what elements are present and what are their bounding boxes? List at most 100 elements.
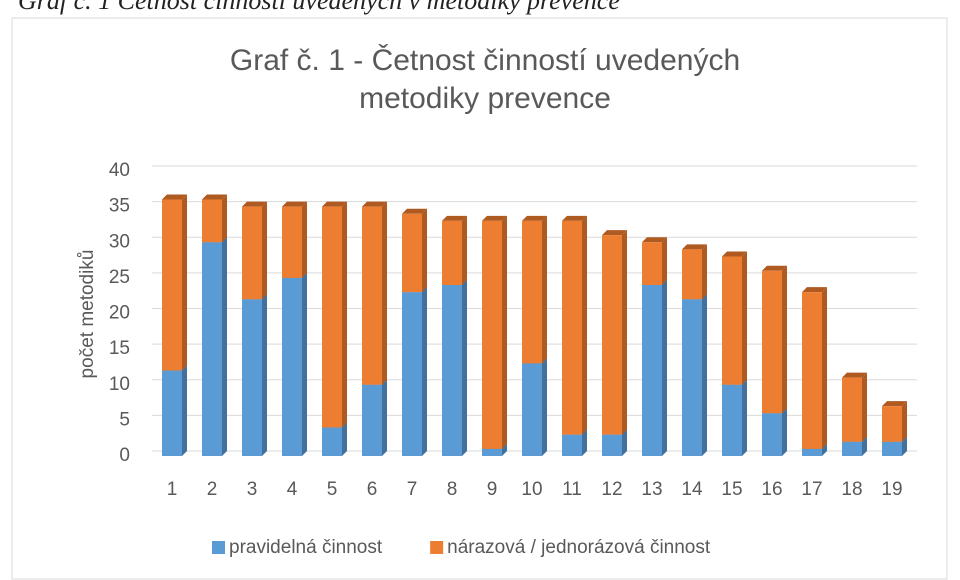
bar — [442, 220, 462, 285]
legend-label: pravidelná činnost — [229, 537, 383, 558]
x-tick-label: 9 — [487, 479, 498, 500]
bar-side — [222, 194, 227, 243]
x-tick-label: 5 — [327, 479, 338, 500]
bar-side — [542, 215, 547, 364]
bar — [362, 384, 382, 456]
y-tick-label: 15 — [109, 338, 130, 359]
bar-top — [602, 230, 627, 236]
x-tick-label: 15 — [721, 479, 742, 500]
bar — [802, 448, 822, 456]
bar-side — [902, 401, 907, 442]
bar-top — [762, 265, 787, 271]
legend-swatch — [212, 541, 225, 554]
bar-top — [482, 215, 507, 221]
x-tick-label: 1 — [167, 479, 178, 500]
y-tick-label: 5 — [119, 409, 130, 430]
bar — [282, 277, 302, 456]
bar — [402, 213, 422, 293]
x-tick-label: 6 — [367, 479, 378, 500]
legend-swatch — [430, 541, 444, 554]
bar — [682, 299, 702, 456]
bar-top — [562, 215, 587, 221]
bar — [562, 220, 582, 435]
bar-side — [622, 230, 627, 435]
bar-top — [842, 372, 867, 378]
bar-side — [262, 294, 267, 456]
bar — [322, 206, 342, 428]
bar — [762, 270, 782, 414]
bar-top — [722, 251, 747, 257]
bar-side — [382, 201, 387, 385]
bar-top — [242, 201, 267, 207]
x-tick-label: 18 — [841, 479, 862, 500]
x-tick-label: 17 — [801, 479, 822, 500]
y-tick-label: 35 — [109, 196, 130, 217]
x-tick-label: 12 — [601, 479, 622, 500]
bar-side — [742, 379, 747, 456]
bar-side — [342, 422, 347, 456]
bar-side — [302, 201, 307, 278]
bar — [842, 377, 862, 442]
bar-side — [502, 443, 507, 456]
x-tick-label: 7 — [407, 479, 418, 500]
bar-side — [422, 287, 427, 456]
bar — [162, 370, 182, 456]
bar-top — [802, 287, 827, 293]
y-tick-label: 10 — [109, 374, 130, 395]
bar — [242, 299, 262, 456]
x-tick-label: 14 — [681, 479, 703, 500]
bar-side — [702, 294, 707, 456]
bar-side — [782, 265, 787, 414]
bar — [642, 242, 662, 285]
bar — [562, 434, 582, 456]
bar-side — [862, 436, 867, 456]
bar-side — [182, 194, 187, 371]
bar-side — [582, 215, 587, 435]
bar-side — [302, 272, 307, 456]
bar — [642, 285, 662, 456]
bar-side — [502, 215, 507, 449]
bar-side — [662, 237, 667, 285]
bar-side — [262, 201, 267, 300]
bar — [162, 199, 182, 371]
x-tick-label: 13 — [641, 479, 662, 500]
x-tick-label: 10 — [521, 479, 542, 500]
bar-side — [182, 365, 187, 456]
x-tick-label: 3 — [247, 479, 258, 500]
bar — [842, 441, 862, 456]
bar-side — [222, 237, 227, 456]
bar — [482, 448, 502, 456]
y-tick-label: 0 — [119, 445, 130, 466]
x-tick-label: 16 — [761, 479, 782, 500]
bar-side — [822, 287, 827, 449]
bar — [882, 441, 902, 456]
bar-side — [382, 379, 387, 456]
bar — [682, 249, 702, 300]
bar-side — [342, 201, 347, 428]
bar-side — [782, 408, 787, 456]
bar-top — [402, 208, 427, 214]
bar — [762, 413, 782, 456]
bar-top — [162, 194, 187, 200]
x-tick-label: 4 — [287, 479, 298, 500]
bar-top — [282, 201, 307, 207]
x-tick-label: 11 — [562, 479, 582, 500]
bar — [242, 206, 262, 300]
bar-side — [662, 280, 667, 456]
bar-top — [882, 401, 907, 407]
bar — [282, 206, 302, 278]
bar-side — [462, 280, 467, 456]
bar-side — [822, 443, 827, 456]
bar-side — [622, 429, 627, 456]
bar-side — [542, 358, 547, 456]
bar — [882, 406, 902, 442]
bar-top — [442, 215, 467, 221]
y-axis-label: počet metodiků — [77, 250, 98, 379]
x-tick-label: 19 — [881, 479, 902, 500]
x-tick-label: 8 — [447, 479, 458, 500]
bar-side — [702, 244, 707, 300]
bar — [202, 242, 222, 456]
chart-title: Graf č. 1 - Četnost činností uvedených m… — [229, 44, 741, 115]
bar-top — [362, 201, 387, 207]
